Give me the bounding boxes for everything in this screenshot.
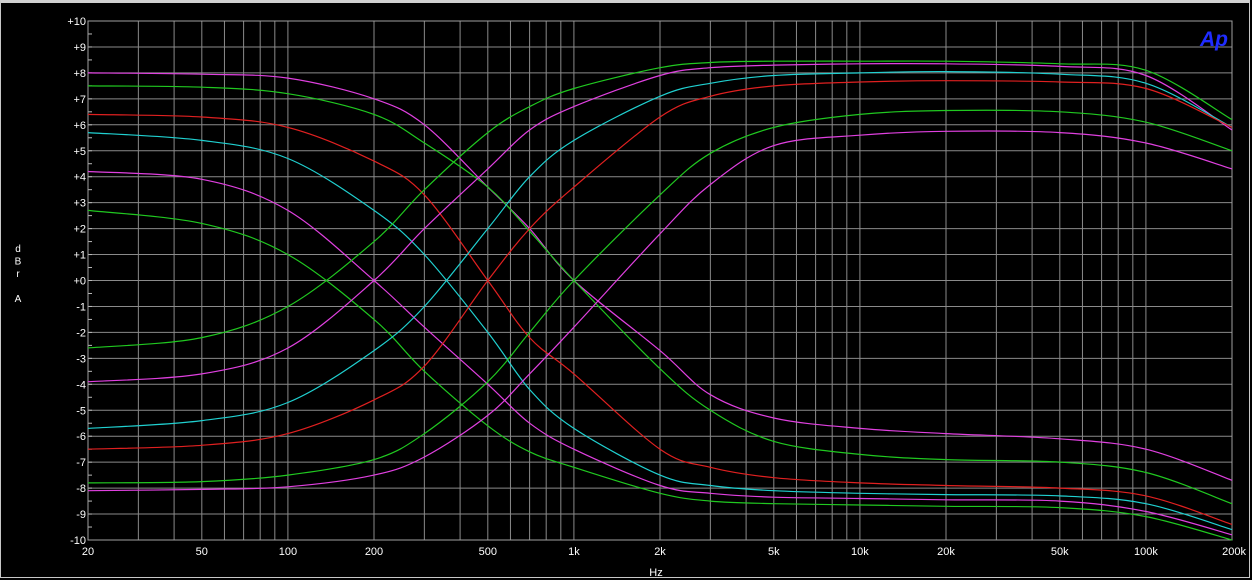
y-tick-label: +3 [73, 198, 86, 210]
series-line-3 [87, 113, 1233, 525]
plot-border [87, 20, 1233, 541]
x-tick-label: 2k [654, 546, 666, 558]
y-tick-label: +9 [73, 42, 86, 54]
x-axis-label: Hz [649, 567, 662, 579]
series-layer [87, 60, 1233, 541]
series-line-9 [87, 70, 1233, 429]
x-tick-labels: 20 50 100 200 500 1k 2k 5k 10k 20k 50k 100k 200k [82, 546, 1247, 558]
x-tick-label: 1k [568, 546, 580, 558]
y-tick-label: +10 [67, 16, 86, 28]
x-tick-label: 100k [1134, 546, 1158, 558]
y-tick-label: -8 [76, 483, 86, 495]
ap-logo: Ap [1199, 28, 1228, 51]
series-line-11 [87, 109, 1233, 484]
series-line-1 [87, 72, 1233, 481]
series-line-6 [87, 209, 1233, 541]
x-tick-label: 100 [279, 546, 297, 558]
series-line-5 [87, 170, 1233, 536]
y-tick-label: +5 [73, 146, 86, 158]
x-tick-label: 500 [479, 546, 497, 558]
x-tick-label: 200k [1222, 546, 1246, 558]
y-axis-label: dBr A [15, 244, 22, 305]
series-line-7 [87, 60, 1233, 349]
series-line-8 [87, 62, 1233, 383]
y-tick-label: +8 [73, 68, 86, 80]
y-tick-label: -4 [76, 379, 86, 391]
series-line-4 [87, 132, 1233, 531]
y-tick-label: -10 [70, 535, 86, 547]
y-tick-label: -9 [76, 509, 86, 521]
y-tick-label: -7 [76, 457, 86, 469]
y-tick-label: -1 [76, 301, 86, 313]
y-tick-label: +0 [73, 276, 86, 288]
y-axis-label-char: r [16, 269, 20, 280]
y-axis-label-char: B [15, 257, 22, 268]
y-tick-label: +2 [73, 224, 86, 236]
y-tick-label: -2 [76, 327, 86, 339]
y-tick-label: -3 [76, 353, 86, 365]
y-tick-label: +4 [73, 172, 86, 184]
y-tick-label: -6 [76, 431, 86, 443]
y-tick-label: +7 [73, 94, 86, 106]
y-axis-label-char: d [15, 244, 21, 255]
y-tick-label: -5 [76, 405, 86, 417]
x-tick-label: 20k [937, 546, 955, 558]
x-tick-label: 20 [82, 546, 94, 558]
series-line-12 [87, 130, 1233, 492]
x-tick-label: 10k [851, 546, 869, 558]
y-tick-labels: +10 +9 +8 +7 +6 +5 +4 +3 +2 +1 +0 -1 -2 -3 -4 -5 -6 -7 -8 -… [67, 16, 86, 547]
series-line-10 [87, 80, 1233, 450]
y-tick-label: +1 [73, 250, 86, 262]
y-axis-label-char: A [15, 294, 22, 305]
grid [87, 20, 1233, 541]
x-tick-label: 50k [1051, 546, 1069, 558]
y-tick-label: +6 [73, 120, 86, 132]
series-line-2 [87, 85, 1233, 505]
x-tick-label: 200 [365, 546, 383, 558]
x-tick-label: 50 [196, 546, 208, 558]
x-tick-label: 5k [768, 546, 780, 558]
